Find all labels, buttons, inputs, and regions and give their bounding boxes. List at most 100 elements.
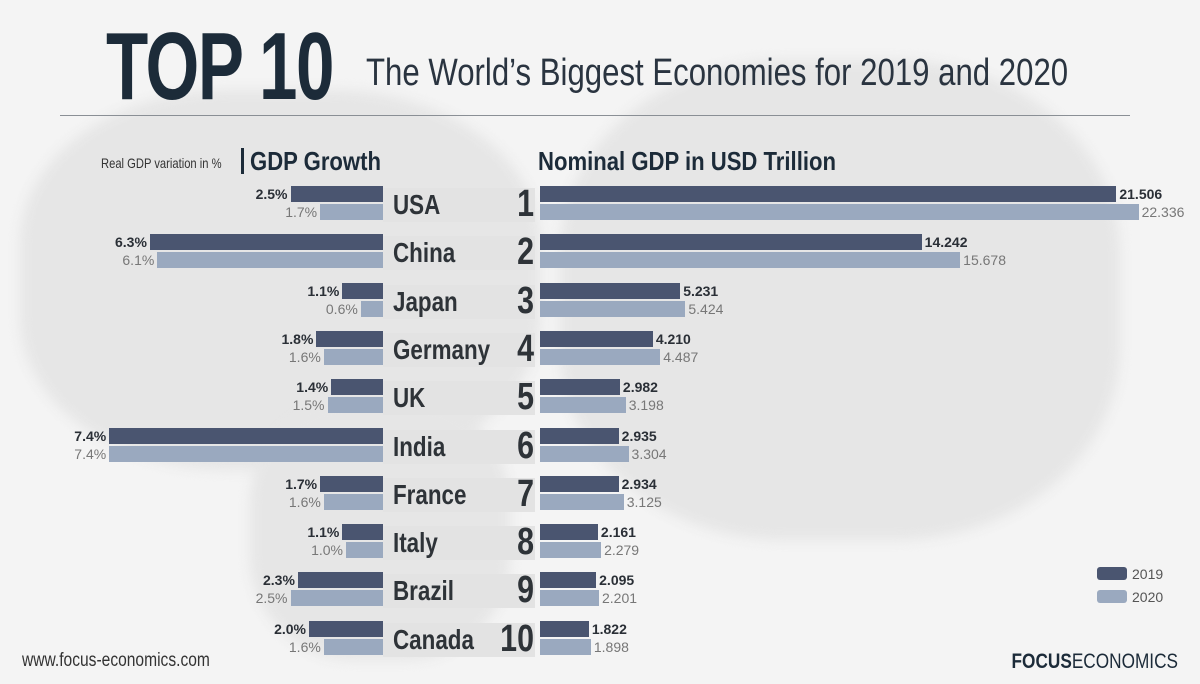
growth-bar-2020 xyxy=(157,252,383,269)
gdp-chart-title: Nominal GDP in USD Trillion xyxy=(538,146,836,176)
gdp-label-2019: 2.095 xyxy=(599,572,635,589)
gdp-label-2019: 14.242 xyxy=(924,234,968,251)
growth-bar-2020 xyxy=(346,542,383,559)
gdp-label-2019: 2.934 xyxy=(621,475,657,492)
gdp-label-2019: 2.935 xyxy=(621,427,657,444)
growth-label-2020: 1.0% xyxy=(311,542,343,559)
legend-swatch-2019 xyxy=(1097,567,1127,580)
gdp-bar-2019 xyxy=(540,475,619,492)
gdp-bar-2019 xyxy=(540,427,619,444)
gdp-label-2020: 5.424 xyxy=(688,300,724,317)
gdp-bar-2020 xyxy=(540,542,602,559)
gdp-bar-2020 xyxy=(540,590,599,607)
growth-label-2019: 1.8% xyxy=(281,330,314,347)
growth-bar-2019 xyxy=(331,379,383,396)
growth-label-2020: 1.6% xyxy=(288,638,321,655)
country-name: UK xyxy=(393,382,426,414)
growth-bar-2020 xyxy=(323,638,383,655)
growth-label-2019: 2.3% xyxy=(262,572,295,589)
gdp-label-2020: 3.304 xyxy=(631,445,667,462)
country-name: China xyxy=(393,237,456,269)
gdp-bar-2020 xyxy=(540,638,591,655)
legend-label-2019: 2019 xyxy=(1132,566,1164,582)
logo-rest: ECONOMICS xyxy=(1071,650,1178,673)
growth-bar-2020 xyxy=(360,300,383,317)
growth-label-2019: 7.4% xyxy=(74,427,107,444)
country-band xyxy=(383,236,535,271)
country-name: Canada xyxy=(393,623,474,655)
gdp-label-2020: 4.487 xyxy=(663,348,699,365)
gdp-bar-2019 xyxy=(540,234,922,251)
legend-label-2020: 2020 xyxy=(1132,589,1164,605)
country-name: USA xyxy=(393,189,441,220)
growth-bar-2020 xyxy=(109,445,383,462)
gdp-label-2020: 1.898 xyxy=(593,638,629,655)
growth-label-2019: 1.1% xyxy=(307,282,340,299)
growth-bar-2019 xyxy=(297,572,383,589)
rank-number: 7 xyxy=(517,472,534,515)
growth-bar-2020 xyxy=(290,590,383,607)
growth-bar-2020 xyxy=(327,397,383,414)
country-band xyxy=(383,429,535,464)
gdp-bar-2019 xyxy=(540,524,598,541)
growth-bar-2019 xyxy=(342,282,383,299)
rank-number: 6 xyxy=(517,424,534,467)
growth-label-2019: 6.3% xyxy=(114,234,147,251)
rank-number: 2 xyxy=(517,231,534,274)
focus-economics-logo: FOCUSECONOMICS xyxy=(1012,650,1178,674)
title: TOP 10 xyxy=(106,13,334,120)
country-band xyxy=(383,332,535,367)
gdp-label-2020: 15.678 xyxy=(963,252,1006,269)
gdp-bar-2020 xyxy=(540,252,961,269)
country-name: Japan xyxy=(393,285,458,317)
rank-number: 9 xyxy=(517,569,534,612)
gdp-bar-2020 xyxy=(540,445,629,462)
country-name: India xyxy=(393,430,446,462)
gdp-label-2019: 21.506 xyxy=(1119,186,1163,202)
gdp-label-2020: 2.279 xyxy=(604,542,640,559)
growth-label-2019: 2.0% xyxy=(274,620,306,637)
world-map-background xyxy=(560,60,1120,540)
growth-bar-2019 xyxy=(316,330,383,347)
growth-chart-title: GDP Growth xyxy=(250,146,381,176)
gdp-bar-2020 xyxy=(540,204,1139,220)
gdp-bar-2019 xyxy=(540,186,1117,202)
gdp-bar-2020 xyxy=(540,397,626,414)
growth-bar-2019 xyxy=(309,620,383,637)
rank-number: 5 xyxy=(517,376,534,419)
growth-unit-label: Real GDP variation in % xyxy=(101,155,222,171)
gdp-label-2019: 4.210 xyxy=(655,330,691,347)
growth-label-2019: 1.4% xyxy=(296,379,329,396)
growth-label-2020: 0.6% xyxy=(325,300,358,317)
gdp-label-2020: 3.198 xyxy=(628,397,664,414)
country-name: Italy xyxy=(393,527,438,559)
legend-swatch-2020 xyxy=(1097,590,1127,603)
gdp-bar-2020 xyxy=(540,493,624,510)
country-band xyxy=(383,526,535,561)
country-name: France xyxy=(393,478,467,510)
growth-label-2020: 1.7% xyxy=(285,204,318,220)
logo-bold: FOCUS xyxy=(1011,650,1072,673)
growth-bar-2019 xyxy=(109,427,383,444)
rank-number: 1 xyxy=(517,183,534,225)
divider xyxy=(241,148,244,174)
rank-number: 3 xyxy=(517,279,534,322)
gdp-bar-2020 xyxy=(540,300,686,317)
growth-bar-2020 xyxy=(323,348,383,365)
growth-label-2019: 1.7% xyxy=(285,475,318,492)
country-band xyxy=(383,381,535,416)
gdp-bar-2019 xyxy=(540,330,653,347)
gdp-bar-2019 xyxy=(540,379,620,396)
website-url[interactable]: www.focus-economics.com xyxy=(22,650,210,671)
country-band xyxy=(383,188,535,222)
growth-label-2019: 2.5% xyxy=(255,186,288,202)
country-band xyxy=(383,477,535,512)
growth-label-2019: 1.1% xyxy=(307,524,340,541)
gdp-bar-2019 xyxy=(540,572,597,589)
gdp-bar-2019 xyxy=(540,282,681,299)
growth-label-2020: 1.5% xyxy=(292,397,325,414)
growth-bar-2019 xyxy=(149,234,383,251)
country-band xyxy=(383,284,535,319)
gdp-label-2019: 2.161 xyxy=(600,524,636,541)
